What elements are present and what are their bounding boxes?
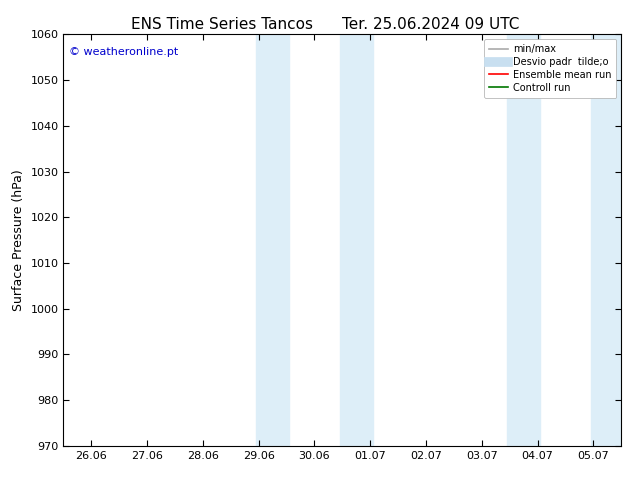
Bar bbox=[507, 34, 540, 446]
Text: © weatheronline.pt: © weatheronline.pt bbox=[69, 47, 178, 57]
Bar bbox=[340, 34, 373, 446]
Y-axis label: Surface Pressure (hPa): Surface Pressure (hPa) bbox=[12, 169, 25, 311]
Bar bbox=[256, 34, 289, 446]
Text: Ter. 25.06.2024 09 UTC: Ter. 25.06.2024 09 UTC bbox=[342, 17, 520, 32]
Text: ENS Time Series Tancos: ENS Time Series Tancos bbox=[131, 17, 313, 32]
Bar bbox=[591, 34, 621, 446]
Legend: min/max, Desvio padr  tilde;o, Ensemble mean run, Controll run: min/max, Desvio padr tilde;o, Ensemble m… bbox=[484, 39, 616, 98]
